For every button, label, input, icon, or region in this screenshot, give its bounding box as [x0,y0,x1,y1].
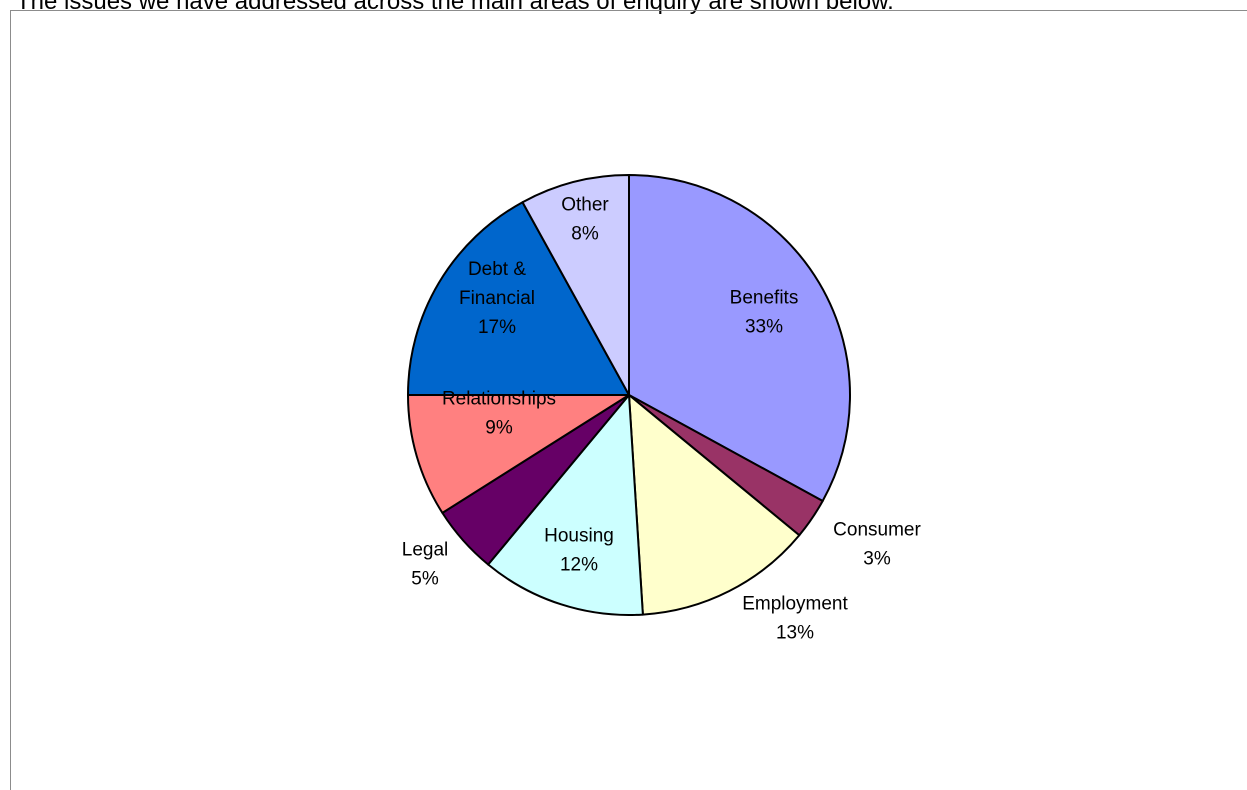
chart-frame [10,10,1247,790]
pie-label-value: 3% [863,549,891,570]
pie-label-name: Other [561,195,609,216]
pie-label-name: Housing [544,526,614,547]
pie-label-debt-and-financial: Debt & Financial 17% [459,259,535,338]
pie-label-other: Other 8% [561,195,609,245]
pie-label-name: Consumer [833,520,921,541]
pie-label-value: 5% [411,569,439,590]
pie-slice-benefits [628,174,851,502]
pie-label-value: 13% [776,623,814,644]
pie-label-consumer: Consumer 3% [833,520,921,570]
pie-chart: Benefits 33% Consumer 3% Employment 13% Housin… [402,174,922,644]
pie-slice-relationships [407,394,630,514]
pie-slice-other [521,174,630,396]
pie-label-value: 8% [571,224,599,245]
pie-label-name: Financial [459,288,535,309]
pie-label-name: Employment [742,594,848,615]
pie-label-name: Legal [402,540,449,561]
pie-label-name: Benefits [730,288,799,309]
pie-label-name: Relationships [442,389,556,410]
pie-label-housing: Housing 12% [544,526,614,576]
pie-slices [407,174,851,616]
pie-label-value: 33% [745,317,783,338]
page-heading: The issues we have addressed across the … [16,0,894,15]
pie-labels: Benefits 33% Consumer 3% Employment 13% Housin… [402,195,922,644]
pie-label-relationships: Relationships 9% [442,389,556,439]
pie-label-legal: Legal 5% [402,540,449,590]
pie-label-value: 17% [478,317,516,338]
pie-slice-employment [628,394,801,616]
pie-slice-housing [487,394,644,616]
pie-label-value: 9% [485,418,513,439]
pie-label-value: 12% [560,555,598,576]
pie-label-name: Debt & [468,259,526,280]
pie-label-benefits: Benefits 33% [730,288,799,338]
pie-label-employment: Employment 13% [742,594,848,644]
pie-slice-debt-and-financial [407,201,630,396]
